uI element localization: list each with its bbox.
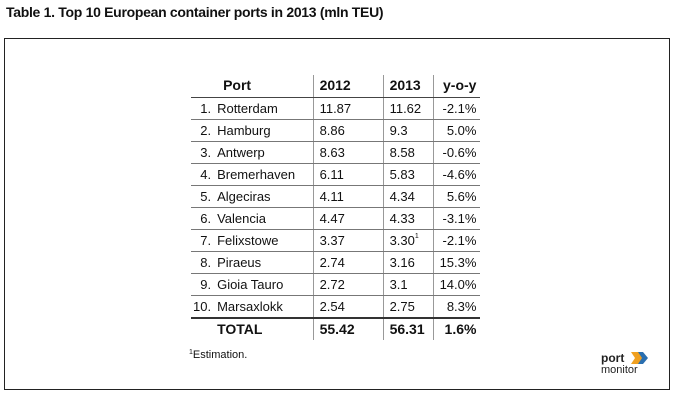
yoy-cell: -4.6% (432, 163, 481, 186)
value-2013-cell: 3.301 (382, 229, 434, 252)
footnote-mark: 1 (189, 349, 193, 356)
logo-word-port: port (601, 351, 625, 365)
port-cell: Hamburg (217, 119, 314, 142)
rank-cell (191, 318, 217, 340)
table-row: 10. Marsaxlokk 2.54 2.75 8.3% (191, 295, 481, 319)
port-cell: Bremerhaven (217, 163, 314, 186)
value-2013-cell: 4.34 (382, 185, 434, 208)
value-2012-cell: 6.11 (312, 163, 384, 186)
value-2012-cell: 8.63 (312, 141, 384, 164)
table-frame: Port 2012 2013 y-o-y 1. Rotterdam 11.87 … (4, 38, 670, 390)
table-caption: Table 1. Top 10 European container ports… (6, 4, 384, 20)
table-header-row: Port 2012 2013 y-o-y (191, 75, 481, 98)
total-yoy-cell: 1.6% (432, 317, 481, 340)
table-row: 8. Piraeus 2.74 3.16 15.3% (191, 251, 481, 274)
table-row: 3. Antwerp 8.63 8.58 -0.6% (191, 141, 481, 164)
yoy-cell: -3.1% (432, 207, 481, 230)
logo-word-monitor: monitor (601, 364, 638, 376)
port-cell: Rotterdam (217, 97, 314, 120)
header-2013: 2013 (382, 75, 434, 98)
header-port: Port (217, 75, 314, 98)
chevron-logo-icon (631, 352, 648, 364)
header-yoy: y-o-y (432, 75, 481, 98)
value-2012-cell: 2.74 (312, 251, 384, 274)
value-2012-cell: 4.47 (312, 207, 384, 230)
yoy-cell: 15.3% (432, 251, 481, 274)
rank-cell: 7. (191, 229, 218, 252)
rank-cell: 9. (191, 273, 218, 296)
yoy-cell: 14.0% (432, 273, 481, 296)
rank-cell: 6. (191, 207, 218, 230)
rank-cell: 1. (191, 97, 218, 120)
yoy-cell: -0.6% (432, 141, 481, 164)
value-2013-cell: 9.3 (382, 119, 434, 142)
value-2012-cell: 8.86 (312, 119, 384, 142)
value-2013-cell: 2.75 (382, 295, 434, 319)
footnote: 1Estimation. (189, 349, 247, 361)
table-row: 4. Bremerhaven 6.11 5.83 -4.6% (191, 163, 481, 186)
value-2013-cell: 8.58 (382, 141, 434, 164)
port-cell: Gioia Tauro (217, 273, 314, 296)
port-cell: Marsaxlokk (217, 295, 314, 319)
value-2013-cell: 4.33 (382, 207, 434, 230)
rank-cell: 3. (191, 141, 218, 164)
header-rank (191, 75, 218, 98)
value-2012-cell: 3.37 (312, 229, 384, 252)
port-cell: Antwerp (217, 141, 314, 164)
yoy-cell: 5.0% (432, 119, 481, 142)
header-2012: 2012 (312, 75, 384, 98)
value-2012-cell: 4.11 (312, 185, 384, 208)
rank-cell: 4. (191, 163, 218, 186)
value-2012-cell: 11.87 (312, 97, 384, 120)
value-2013-cell: 3.1 (382, 273, 434, 296)
port-cell: Algeciras (217, 185, 314, 208)
table-row: 5. Algeciras 4.11 4.34 5.6% (191, 185, 481, 208)
yoy-cell: -2.1% (432, 97, 481, 120)
value-2013-text: 3.30 (389, 233, 415, 248)
table-row: 7. Felixstowe 3.37 3.301 -2.1% (191, 229, 481, 252)
value-2013-cell: 11.62 (382, 97, 434, 120)
value-2012-cell: 2.54 (312, 295, 384, 319)
total-label: TOTAL (217, 321, 263, 337)
port-monitor-logo: port monitor (601, 351, 653, 381)
total-2013-cell: 56.31 (382, 317, 434, 340)
value-2013-cell: 5.83 (382, 163, 434, 186)
total-2012-cell: 55.42 (312, 317, 384, 340)
port-cell: Felixstowe (217, 229, 314, 252)
total-row: TOTAL 55.42 56.31 1.6% (191, 317, 481, 340)
rank-cell: 5. (191, 185, 218, 208)
ports-table: Port 2012 2013 y-o-y 1. Rotterdam 11.87 … (191, 75, 481, 340)
value-2013-cell: 3.16 (382, 251, 434, 274)
yoy-cell: -2.1% (432, 229, 481, 252)
table-row: 6. Valencia 4.47 4.33 -3.1% (191, 207, 481, 230)
value-2012-cell: 2.72 (312, 273, 384, 296)
table-row: 1. Rotterdam 11.87 11.62 -2.1% (191, 97, 481, 120)
footnote-marker: 1 (414, 233, 419, 240)
yoy-cell: 8.3% (432, 295, 481, 319)
rank-cell: 10. (191, 295, 218, 319)
port-cell: Piraeus (217, 251, 314, 274)
port-cell: Valencia (217, 207, 314, 230)
rank-cell: 2. (191, 119, 218, 142)
rank-cell: 8. (191, 251, 218, 274)
table-row: 9. Gioia Tauro 2.72 3.1 14.0% (191, 273, 481, 296)
footnote-text: Estimation. (192, 349, 248, 361)
table-row: 2. Hamburg 8.86 9.3 5.0% (191, 119, 481, 142)
yoy-cell: 5.6% (432, 185, 481, 208)
